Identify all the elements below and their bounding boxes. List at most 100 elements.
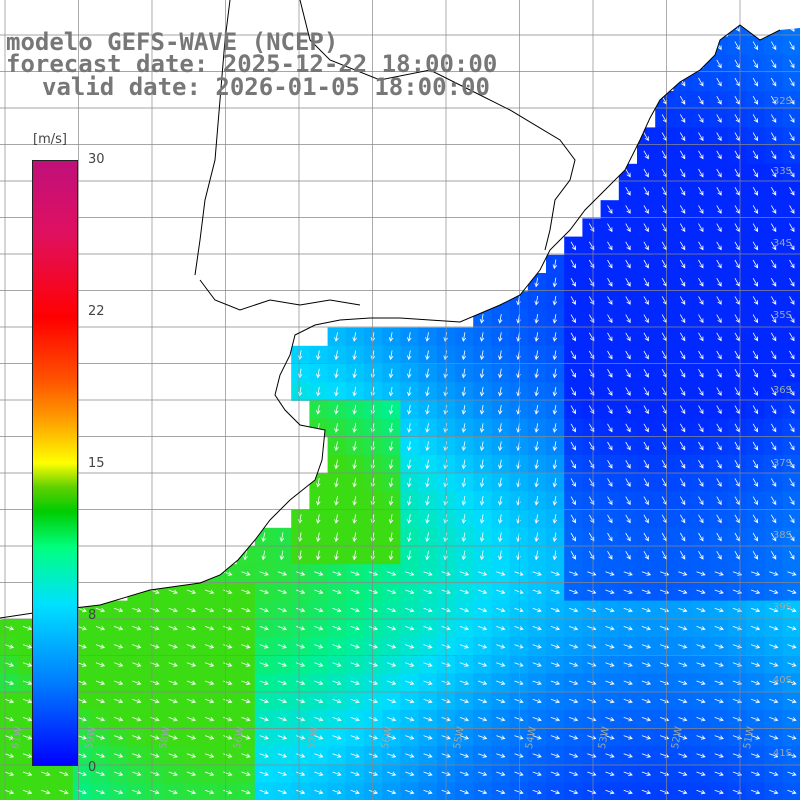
wind-arrow: [552, 332, 558, 342]
wind-arrow: [678, 735, 688, 740]
wind-arrow: [607, 460, 613, 469]
wind-arrow: [752, 278, 759, 287]
wind-arrow: [607, 259, 613, 269]
wind-arrow: [204, 717, 215, 722]
wind-arrow: [132, 680, 142, 685]
wind-arrow: [113, 735, 124, 740]
wind-arrow: [113, 626, 124, 631]
wind-arrow: [496, 644, 506, 649]
wind-arrow: [752, 460, 759, 469]
wind-cell: [782, 36, 800, 56]
wind-arrow: [679, 350, 686, 360]
wind-arrow: [734, 532, 740, 542]
wind-arrow: [479, 514, 485, 524]
wind-arrow: [113, 717, 124, 722]
wind-arrow: [570, 551, 576, 560]
wind-arrow: [770, 259, 777, 269]
wind-arrow: [277, 571, 288, 576]
wind-arrow: [696, 607, 706, 613]
wind-arrow: [498, 441, 503, 452]
wind-arrow: [607, 278, 613, 287]
wind-arrow: [186, 589, 197, 594]
wind-arrow: [716, 460, 722, 469]
wind-arrow: [716, 514, 722, 524]
wind-arrow: [498, 514, 503, 524]
wind-arrow: [605, 771, 615, 776]
wind-arrow: [696, 589, 706, 594]
wind-arrow: [350, 644, 360, 649]
wind-arrow: [461, 477, 467, 488]
wind-arrow: [734, 514, 740, 524]
wind-arrow: [368, 571, 379, 576]
wind-arrow: [461, 532, 467, 543]
wind-arrow: [623, 607, 633, 613]
wind-arrow: [132, 717, 142, 722]
wind-arrow: [425, 332, 430, 342]
wind-arrow: [698, 278, 704, 287]
wind-arrow: [261, 532, 266, 543]
wind-arrow: [388, 386, 394, 397]
wind-arrow: [352, 496, 357, 506]
wind-arrow: [405, 589, 415, 594]
wind-arrow: [386, 626, 397, 631]
wind-arrow: [607, 223, 613, 233]
wind-arrow: [405, 771, 415, 776]
wind-arrow: [752, 478, 759, 487]
wind-cell: [782, 345, 800, 365]
wind-arrow: [388, 496, 394, 506]
wind-arrow: [425, 350, 430, 361]
wind-cell: [236, 782, 256, 800]
wind-arrow: [241, 662, 251, 667]
wind-arrow: [643, 496, 649, 506]
wind-arrow: [716, 187, 722, 196]
wind-arrow: [643, 259, 649, 269]
wind-arrow: [405, 626, 415, 631]
wind-arrow: [477, 698, 488, 704]
wind-arrow: [696, 571, 706, 576]
wind-arrow: [334, 405, 339, 415]
colorbar-tick-label: 0: [88, 760, 97, 775]
wind-arrow: [696, 644, 706, 649]
wind-arrow: [186, 662, 197, 667]
wind-cell: [782, 491, 800, 511]
wind-arrow: [734, 369, 740, 378]
wind-arrow: [514, 607, 524, 613]
wind-arrow: [534, 332, 539, 342]
wind-arrow: [643, 314, 649, 324]
wind-arrow: [625, 278, 631, 287]
wind-arrow: [789, 59, 795, 69]
wind-arrow: [641, 662, 652, 667]
wind-arrow: [241, 717, 251, 722]
wind-arrow: [769, 662, 779, 667]
wind-arrow: [625, 423, 631, 433]
wind-arrow: [496, 680, 506, 685]
wind-arrow: [696, 717, 706, 722]
wind-arrow: [316, 550, 321, 561]
wind-arrow: [477, 753, 488, 758]
wind-arrow: [625, 460, 631, 469]
wind-arrow: [204, 626, 215, 631]
wind-arrow: [316, 532, 321, 543]
wind-arrow: [22, 698, 33, 704]
wind-arrow: [532, 680, 542, 685]
wind-arrow: [314, 789, 324, 795]
wind-arrow: [789, 460, 795, 469]
colorbar-tick-label: 8: [88, 608, 97, 623]
wind-arrow: [295, 680, 306, 685]
wind-arrow: [407, 550, 412, 561]
wind-arrow: [570, 296, 576, 305]
wind-arrow: [316, 477, 321, 488]
wind-arrow: [332, 789, 342, 795]
wind-arrow: [570, 532, 576, 542]
wind-arrow: [113, 771, 124, 776]
wind-arrow: [334, 332, 339, 342]
wind-arrow: [277, 789, 288, 795]
wind-arrow: [698, 405, 704, 415]
wind-arrow: [696, 680, 706, 685]
wind-arrow: [625, 259, 631, 269]
wind-cell: [382, 782, 401, 800]
wind-arrow: [716, 551, 722, 560]
wind-arrow: [552, 459, 558, 470]
wind-arrow: [716, 423, 722, 433]
wind-arrow: [698, 551, 704, 560]
